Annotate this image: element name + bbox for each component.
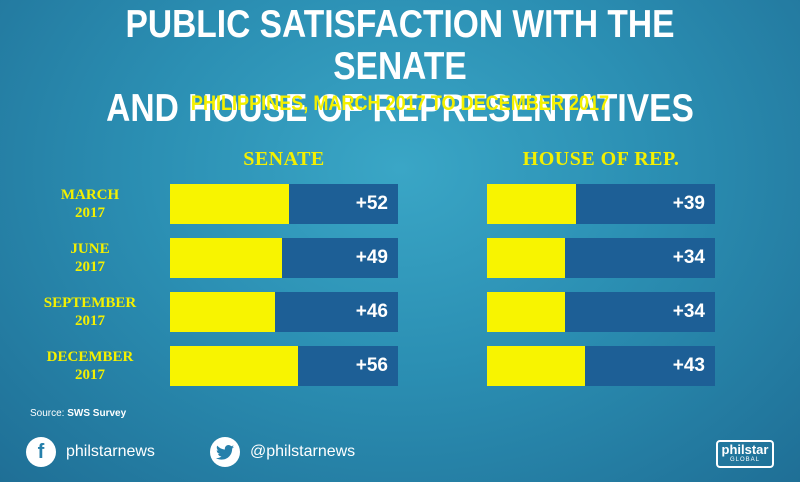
source-name: SWS Survey [67, 408, 127, 419]
bar-track-0-0: +52 [170, 184, 398, 224]
data-label-0-3: +56 [355, 355, 388, 376]
bar-0-2 [170, 292, 275, 332]
brand-sub: GLOBAL [729, 457, 760, 463]
category-label-1-line1: JUNE [70, 241, 110, 257]
category-label-1: JUNE 2017 [20, 240, 160, 276]
twitter-handle: @philstarnews [250, 443, 356, 460]
brand-name: philstar [721, 442, 769, 457]
bar-track-1-0: +39 [487, 184, 715, 224]
bar-0-3 [170, 346, 298, 386]
data-label-1-2: +34 [672, 301, 705, 322]
facebook-link[interactable]: f philstarnews [26, 437, 155, 467]
chart-title: PUBLIC SATISFACTION WITH THE SENATE AND … [56, 4, 744, 130]
category-label-0: MARCH 2017 [20, 186, 160, 222]
bar-1-3 [487, 346, 586, 386]
category-label-2-line2: 2017 [75, 313, 105, 329]
bar-track-0-1: +49 [170, 238, 398, 278]
title-line-1: PUBLIC SATISFACTION WITH THE SENATE [125, 3, 675, 88]
bar-track-1-2: +34 [487, 292, 715, 332]
bar-0-1 [170, 238, 282, 278]
category-label-3-line2: 2017 [75, 367, 105, 383]
series-header-0: SENATE [243, 148, 325, 170]
category-label-0-line2: 2017 [75, 205, 105, 221]
series-header-1: HOUSE OF REP. [522, 148, 680, 170]
chart-subtitle: PHILIPPINES, MARCH 2017 TO DECEMBER 2017 [190, 92, 610, 115]
bar-track-1-1: +34 [487, 238, 715, 278]
bar-1-2 [487, 292, 565, 332]
bar-0-0 [170, 184, 289, 224]
bar-1-0 [487, 184, 576, 224]
twitter-icon [210, 437, 240, 467]
category-label-2: SEPTEMBER 2017 [20, 294, 160, 330]
philstar-logo: philstar GLOBAL [716, 440, 774, 468]
category-label-1-line2: 2017 [75, 259, 105, 275]
bar-1-1 [487, 238, 565, 278]
data-label-0-0: +52 [355, 193, 388, 214]
title-line-2: AND HOUSE OF REPRESENTATIVES [106, 87, 694, 130]
facebook-icon: f [26, 437, 56, 467]
data-label-0-2: +46 [355, 301, 388, 322]
data-label-1-3: +43 [672, 355, 705, 376]
category-label-0-line1: MARCH [60, 187, 120, 203]
category-label-2-line1: SEPTEMBER [43, 295, 137, 311]
bar-track-0-3: +56 [170, 346, 398, 386]
category-label-3: DECEMBER 2017 [20, 348, 160, 384]
bar-track-0-2: +46 [170, 292, 398, 332]
source-prefix: Source: [30, 408, 68, 419]
category-label-3-line1: DECEMBER [46, 349, 134, 365]
bar-track-1-3: +43 [487, 346, 715, 386]
data-label-1-1: +34 [672, 247, 705, 268]
data-label-1-0: +39 [672, 193, 705, 214]
source-note: Source: SWS Survey [30, 408, 126, 419]
facebook-handle: philstarnews [66, 443, 155, 460]
twitter-link[interactable]: @philstarnews [210, 437, 355, 467]
data-label-0-1: +49 [355, 247, 388, 268]
